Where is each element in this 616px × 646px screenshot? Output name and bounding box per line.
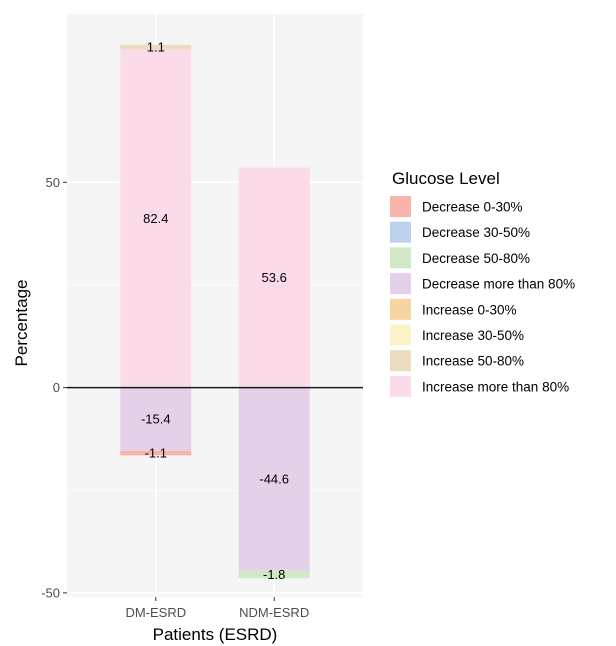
data-label: -15.4	[141, 412, 171, 427]
legend-key	[390, 196, 411, 217]
legend-label: Increase more than 80%	[422, 379, 569, 394]
data-label: -1.1	[145, 446, 167, 461]
y-axis-title: Percentage	[12, 280, 31, 367]
legend-key	[390, 221, 411, 243]
minor-gridlines	[67, 284, 363, 491]
legend-key	[390, 324, 411, 346]
legend-key	[390, 273, 411, 295]
legend-label: Increase 50-80%	[422, 354, 524, 369]
bar-segment	[120, 450, 192, 456]
legend-key	[390, 375, 411, 397]
x-tick-label: DM-ESRD	[125, 605, 186, 620]
x-tick-label: NDM-ESRD	[239, 605, 309, 620]
legend-key	[390, 350, 411, 372]
legend-key	[390, 247, 411, 269]
data-label: -44.6	[259, 472, 289, 487]
bar-segment	[120, 387, 192, 451]
legend-label: Decrease more than 80%	[422, 277, 575, 292]
bar-segment	[238, 387, 310, 571]
legend-key	[390, 298, 411, 320]
legend-label: Increase 0-30%	[422, 302, 517, 317]
legend: Glucose Level Decrease 0-30% Decrease 30-…	[390, 169, 575, 397]
data-label: 1.1	[147, 40, 165, 55]
x-axis-title: Patients (ESRD)	[153, 625, 278, 644]
bars-layer	[120, 44, 310, 579]
bar-segment	[238, 570, 310, 579]
x-axis-ticks: DM-ESRD NDM-ESRD	[125, 597, 309, 620]
bar-segment	[120, 44, 192, 50]
legend-label: Increase 30-50%	[422, 328, 524, 343]
data-label: 82.4	[143, 211, 168, 226]
data-label: -1.8	[263, 567, 285, 582]
bar-segment	[238, 167, 310, 388]
y-tick-label: 0	[53, 380, 60, 395]
y-axis-ticks: -50 0 50	[41, 175, 67, 600]
plot-panel	[67, 14, 363, 597]
data-label: 53.6	[262, 270, 287, 285]
legend-title: Glucose Level	[392, 169, 500, 188]
bar-segment	[120, 49, 192, 388]
y-tick-label: -50	[41, 585, 60, 600]
legend-label: Decrease 50-80%	[422, 251, 530, 266]
legend-label: Decrease 30-50%	[422, 225, 530, 240]
bar-labels-layer: 1.1 82.4 -15.4 -1.1 53.6 -44.6 -1.8	[141, 40, 289, 582]
legend-label: Decrease 0-30%	[422, 200, 523, 215]
y-tick-label: 50	[46, 175, 60, 190]
